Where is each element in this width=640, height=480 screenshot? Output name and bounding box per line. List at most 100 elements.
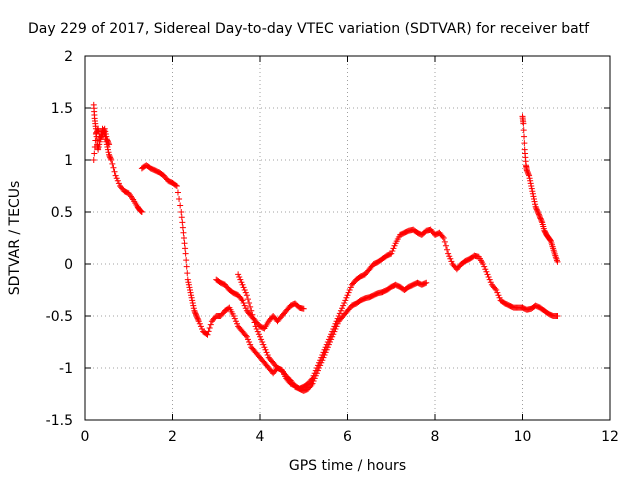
data-point [447,255,454,262]
data-point [179,219,186,226]
data-point [138,208,145,215]
data-point [340,302,347,309]
data-point [110,164,117,171]
y-tick-label: 0 [64,257,73,273]
data-point [231,315,238,322]
data-point [239,281,246,288]
data-point [242,289,249,296]
data-point [259,339,266,345]
data-point [230,313,237,319]
data-point [190,305,197,312]
data-point [528,185,535,192]
data-point [107,154,114,161]
data-point [521,133,528,140]
y-tick-label: 2 [64,49,73,65]
data-point [195,318,202,325]
data-point [114,177,121,184]
data-point [242,305,249,312]
data-point [193,311,200,318]
data-point [189,300,196,306]
data-point [535,211,542,218]
data-point [243,333,250,340]
data-point [533,205,540,212]
data-point [191,309,198,316]
data-point [439,233,446,240]
data-point [309,375,316,382]
data-point [520,127,527,134]
data-point [246,300,253,306]
y-tick-label: -1 [59,361,73,377]
data-point [207,321,214,328]
data-point [177,202,184,209]
x-tick-label: 6 [343,429,352,445]
data-point [104,138,111,145]
data-point [248,307,255,314]
data-point [253,326,260,332]
data-point [240,300,247,306]
data-point [483,268,490,275]
data-point [441,238,448,245]
series-4 [235,226,561,392]
data-point [251,319,258,326]
data-point [194,314,201,321]
data-point [324,339,331,345]
data-point [480,261,487,267]
data-point [319,352,326,358]
data-point [95,146,102,153]
data-point [445,250,452,257]
data-point [343,294,350,301]
data-point [526,172,533,179]
data-point [530,193,537,200]
data-point [96,141,103,148]
data-point [238,296,245,303]
x-tick-label: 4 [256,429,265,445]
data-point [105,149,112,156]
data-point [390,245,397,252]
data-point [188,294,195,301]
x-tick-label: 2 [168,429,177,445]
data-point [330,326,337,332]
data-point [244,296,251,303]
data-point [487,279,494,286]
data-point [492,285,499,292]
data-point [534,207,541,214]
data-point [440,235,447,241]
data-point [446,253,453,260]
data-point [341,300,348,306]
data-point [240,284,247,291]
data-point [423,279,430,286]
data-point [527,177,534,184]
data-point [328,331,335,338]
data-point [346,287,353,293]
data-point [528,183,535,189]
data-point [485,274,492,280]
data-point [527,180,534,187]
data-point [106,153,113,160]
data-point [188,292,195,299]
x-axis-title: GPS time / hours [289,458,406,474]
data-point [109,160,116,167]
data-point [311,370,318,377]
data-point [337,307,344,314]
y-axis-title: SDTVAR / TECUs [7,181,23,296]
data-point [183,257,190,264]
data-point [178,209,185,215]
data-point [90,157,97,163]
x-tick-label: 12 [601,429,619,445]
data-point [108,157,115,163]
data-point [495,292,502,299]
data-point [422,280,429,287]
data-point [531,198,538,205]
x-tick-label: 8 [431,429,440,445]
data-point [329,328,336,335]
data-point [199,326,206,332]
data-point [206,324,213,331]
data-point [262,346,269,353]
data-point [524,168,531,175]
data-point [239,297,246,304]
data-point [247,303,254,310]
data-point [96,138,103,145]
data-point [115,180,122,187]
data-point [332,320,339,327]
